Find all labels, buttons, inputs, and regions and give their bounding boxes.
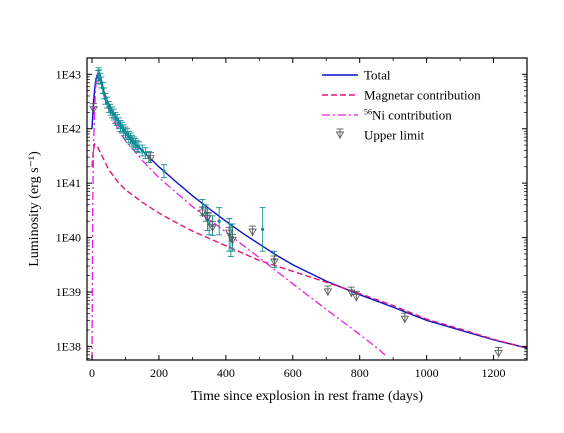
x-tick-label: 800 [351,366,369,380]
y-axis-title: Luminosity (erg s⁻¹) [27,151,42,267]
data-point [259,207,266,252]
legend-label: Magnetar contribution [364,88,481,103]
y-tick-label: 1E39 [56,285,81,299]
x-axis-title: Time since explosion in rest frame (days… [191,389,423,404]
x-tick-label: 600 [284,366,302,380]
upper-limit-marker [400,312,410,324]
upper-limit-marker [352,290,361,302]
x-tick-label: 400 [217,366,235,380]
upper-limit-marker [228,233,237,245]
series-line-magnetar [91,142,527,349]
y-tick-label: 1E38 [56,339,81,353]
x-tick-label: 1000 [415,366,439,380]
upper-limit-marker [208,221,217,232]
data-point [135,141,142,154]
legend-entry-magnetar: Magnetar contribution [322,88,481,103]
upper-limit-marker [146,152,155,163]
upper-limit-marker [224,226,234,238]
data-point [216,207,223,236]
y-tick-label: 1E41 [56,176,81,190]
data-point [145,151,152,163]
upper-limit-marker [347,286,356,298]
legend-label: Upper limit [364,128,425,143]
data-point [142,147,149,160]
model-curves [91,72,527,360]
legend-label: Total [364,68,391,83]
upper-limit-marker [89,103,98,114]
legend-entry-total: Total [322,68,391,83]
legend: Total Magnetar contribution 56Ni contribut… [322,68,481,143]
data-point [110,108,117,121]
y-tick-label: 1E43 [56,67,81,81]
upper-limit-marker [323,285,333,296]
plot-frame [86,57,528,361]
data-point [160,164,167,179]
x-tick-label: 0 [89,366,95,380]
legend-swatch-upper-limit [335,128,345,139]
upper-limit-marker [198,206,207,218]
upper-limit-marker [270,255,279,267]
legend-entry-ni: 56Ni contribution [322,108,452,123]
y-tick-label: 1E40 [56,231,81,245]
axis-ticks: 0 200 400 600 800 1000 1200 1E38 1E39 1E40 1E41 1E4… [56,58,527,380]
y-tick-label: 1E42 [56,122,81,136]
x-tick-label: 1200 [482,366,506,380]
legend-label: 56Ni contribution [364,108,452,123]
series-line-ni [91,73,387,360]
data-point [139,144,146,157]
upper-limit-marker [494,347,503,358]
legend-entry-upper: Upper limit [335,128,425,143]
legend-superscript: 56 [364,108,372,117]
series-line-total [91,72,527,349]
upper-limits [89,103,503,358]
upper-limit-marker [248,225,257,237]
upper-limit-marker [203,212,212,223]
x-tick-label: 200 [150,366,168,380]
